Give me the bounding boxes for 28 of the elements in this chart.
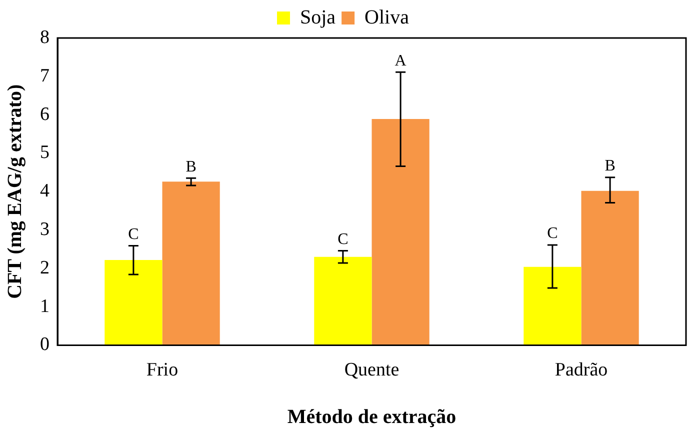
y-tick-label: 8 [40, 26, 50, 48]
x-tick-label: Quente [344, 360, 400, 381]
y-tick-label: 3 [40, 218, 50, 240]
y-tick-label: 6 [40, 104, 50, 125]
bar [581, 190, 639, 346]
y-tick-label: 4 [40, 180, 50, 202]
bar [104, 260, 162, 346]
bar [524, 266, 582, 346]
y-tick-label: 2 [40, 257, 50, 278]
y-tick-label: 5 [40, 142, 50, 164]
x-tick-label: Padrão [554, 360, 608, 381]
y-tick-label: 7 [40, 65, 50, 86]
legend-label: Soja [300, 6, 336, 28]
annotation: C [338, 230, 348, 248]
x-axis-title: Método de extração [287, 406, 456, 428]
y-axis-title: CFT (mg EAG/g extrato) [4, 84, 26, 299]
annotation: C [547, 225, 558, 242]
y-tick-label: 0 [40, 334, 50, 356]
bar [162, 182, 220, 346]
annotation: C [128, 226, 139, 243]
bar [314, 256, 372, 346]
annotation: A [394, 52, 407, 70]
x-tick-label: Frio [146, 360, 178, 381]
annotation: B [186, 158, 196, 176]
legend-label: Oliva [364, 6, 410, 28]
bar [372, 119, 430, 346]
annotation: B [604, 158, 616, 175]
y-tick-label: 1 [40, 296, 50, 317]
